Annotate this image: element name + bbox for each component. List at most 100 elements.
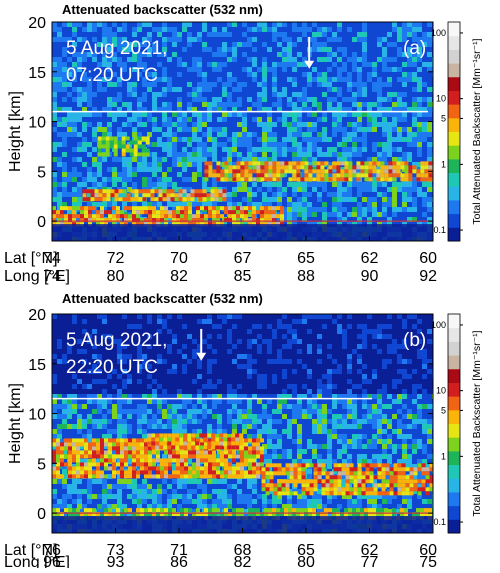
noise-cell: [147, 177, 152, 182]
noise-cell: [297, 102, 302, 107]
noise-cell: [157, 147, 162, 152]
noise-cell: [427, 354, 432, 359]
noise-cell: [177, 62, 182, 67]
noise-cell: [387, 72, 392, 77]
noise-cell: [357, 339, 362, 344]
layer-1-cell: [256, 165, 260, 169]
noise-cell: [257, 132, 262, 137]
noise-cell: [212, 177, 217, 182]
noise-cell: [202, 62, 207, 67]
noise-cell: [247, 334, 252, 339]
noise-cell: [207, 27, 212, 32]
noise-cell: [272, 359, 277, 364]
noise-cell: [427, 142, 432, 147]
noise-cell: [57, 339, 62, 344]
noise-cell: [337, 52, 342, 57]
noise-cell: [407, 157, 412, 162]
noise-cell: [292, 364, 297, 369]
noise-cell: [227, 97, 232, 102]
noise-cell: [192, 102, 197, 107]
noise-cell: [407, 22, 412, 27]
noise-cell: [312, 319, 317, 324]
noise-cell: [282, 197, 287, 202]
noise-cell: [347, 122, 352, 127]
noise-cell: [317, 187, 322, 192]
noise-cell: [192, 182, 197, 187]
noise-cell: [142, 314, 147, 319]
noise-cell: [132, 162, 137, 167]
layer-2-cell: [110, 144, 114, 148]
noise-cell: [147, 117, 152, 122]
noise-cell: [362, 27, 367, 32]
noise-cell: [387, 117, 392, 122]
noise-cell: [72, 137, 77, 142]
noise-cell: [357, 137, 362, 142]
noise-cell: [232, 22, 237, 27]
noise-cell: [152, 162, 157, 167]
layer-3-cell: [228, 210, 232, 214]
noise-cell: [282, 364, 287, 369]
layer-1-cell: [324, 177, 328, 181]
noise-cell: [272, 37, 277, 42]
noise-cell: [297, 42, 302, 47]
layer-0-cell: [114, 193, 118, 197]
noise-cell: [217, 112, 222, 117]
noise-cell: [177, 314, 182, 319]
noise-cell: [242, 37, 247, 42]
noise-cell: [217, 344, 222, 349]
layer-3-cell: [224, 210, 228, 214]
noise-cell: [102, 162, 107, 167]
layer-0-cell: [102, 197, 106, 201]
noise-cell: [177, 37, 182, 42]
noise-cell: [87, 157, 92, 162]
layer-1-cell: [340, 161, 344, 165]
noise-cell: [392, 202, 397, 207]
noise-cell: [242, 62, 247, 67]
noise-cell: [342, 354, 347, 359]
noise-cell: [232, 47, 237, 52]
noise-cell: [332, 364, 337, 369]
noise-cell: [422, 192, 427, 197]
noise-cell: [357, 47, 362, 52]
noise-cell: [187, 344, 192, 349]
noise-cell: [392, 212, 397, 217]
noise-cell: [302, 112, 307, 117]
noise-cell: [422, 354, 427, 359]
noise-cell: [267, 77, 272, 82]
noise-cell: [377, 37, 382, 42]
noise-cell: [327, 27, 332, 32]
noise-cell: [197, 77, 202, 82]
noise-cell: [252, 62, 257, 67]
noise-cell: [182, 127, 187, 132]
layer-3-cell: [96, 214, 100, 218]
noise-cell: [72, 197, 77, 202]
noise-cell: [82, 314, 87, 319]
noise-cell: [362, 339, 367, 344]
noise-cell: [252, 122, 257, 127]
noise-cell: [257, 324, 262, 329]
layer-2-cell: [114, 140, 118, 144]
noise-cell: [232, 344, 237, 349]
noise-cell: [132, 32, 137, 37]
noise-cell: [142, 319, 147, 324]
noise-cell: [112, 314, 117, 319]
noise-cell: [187, 72, 192, 77]
layer-3-cell: [276, 214, 280, 218]
noise-cell: [392, 72, 397, 77]
layer-1-cell: [360, 173, 364, 177]
noise-cell: [257, 72, 262, 77]
noise-cell: [202, 112, 207, 117]
noise-cell: [262, 117, 267, 122]
noise-cell: [372, 324, 377, 329]
noise-cell: [257, 42, 262, 47]
noise-cell: [132, 112, 137, 117]
noise-cell: [162, 354, 167, 359]
noise-cell: [57, 314, 62, 319]
noise-cell: [257, 47, 262, 52]
noise-cell: [357, 202, 362, 207]
noise-cell: [407, 137, 412, 142]
noise-cell: [392, 329, 397, 334]
noise-cell: [337, 157, 342, 162]
noise-cell: [362, 57, 367, 62]
noise-cell: [402, 117, 407, 122]
